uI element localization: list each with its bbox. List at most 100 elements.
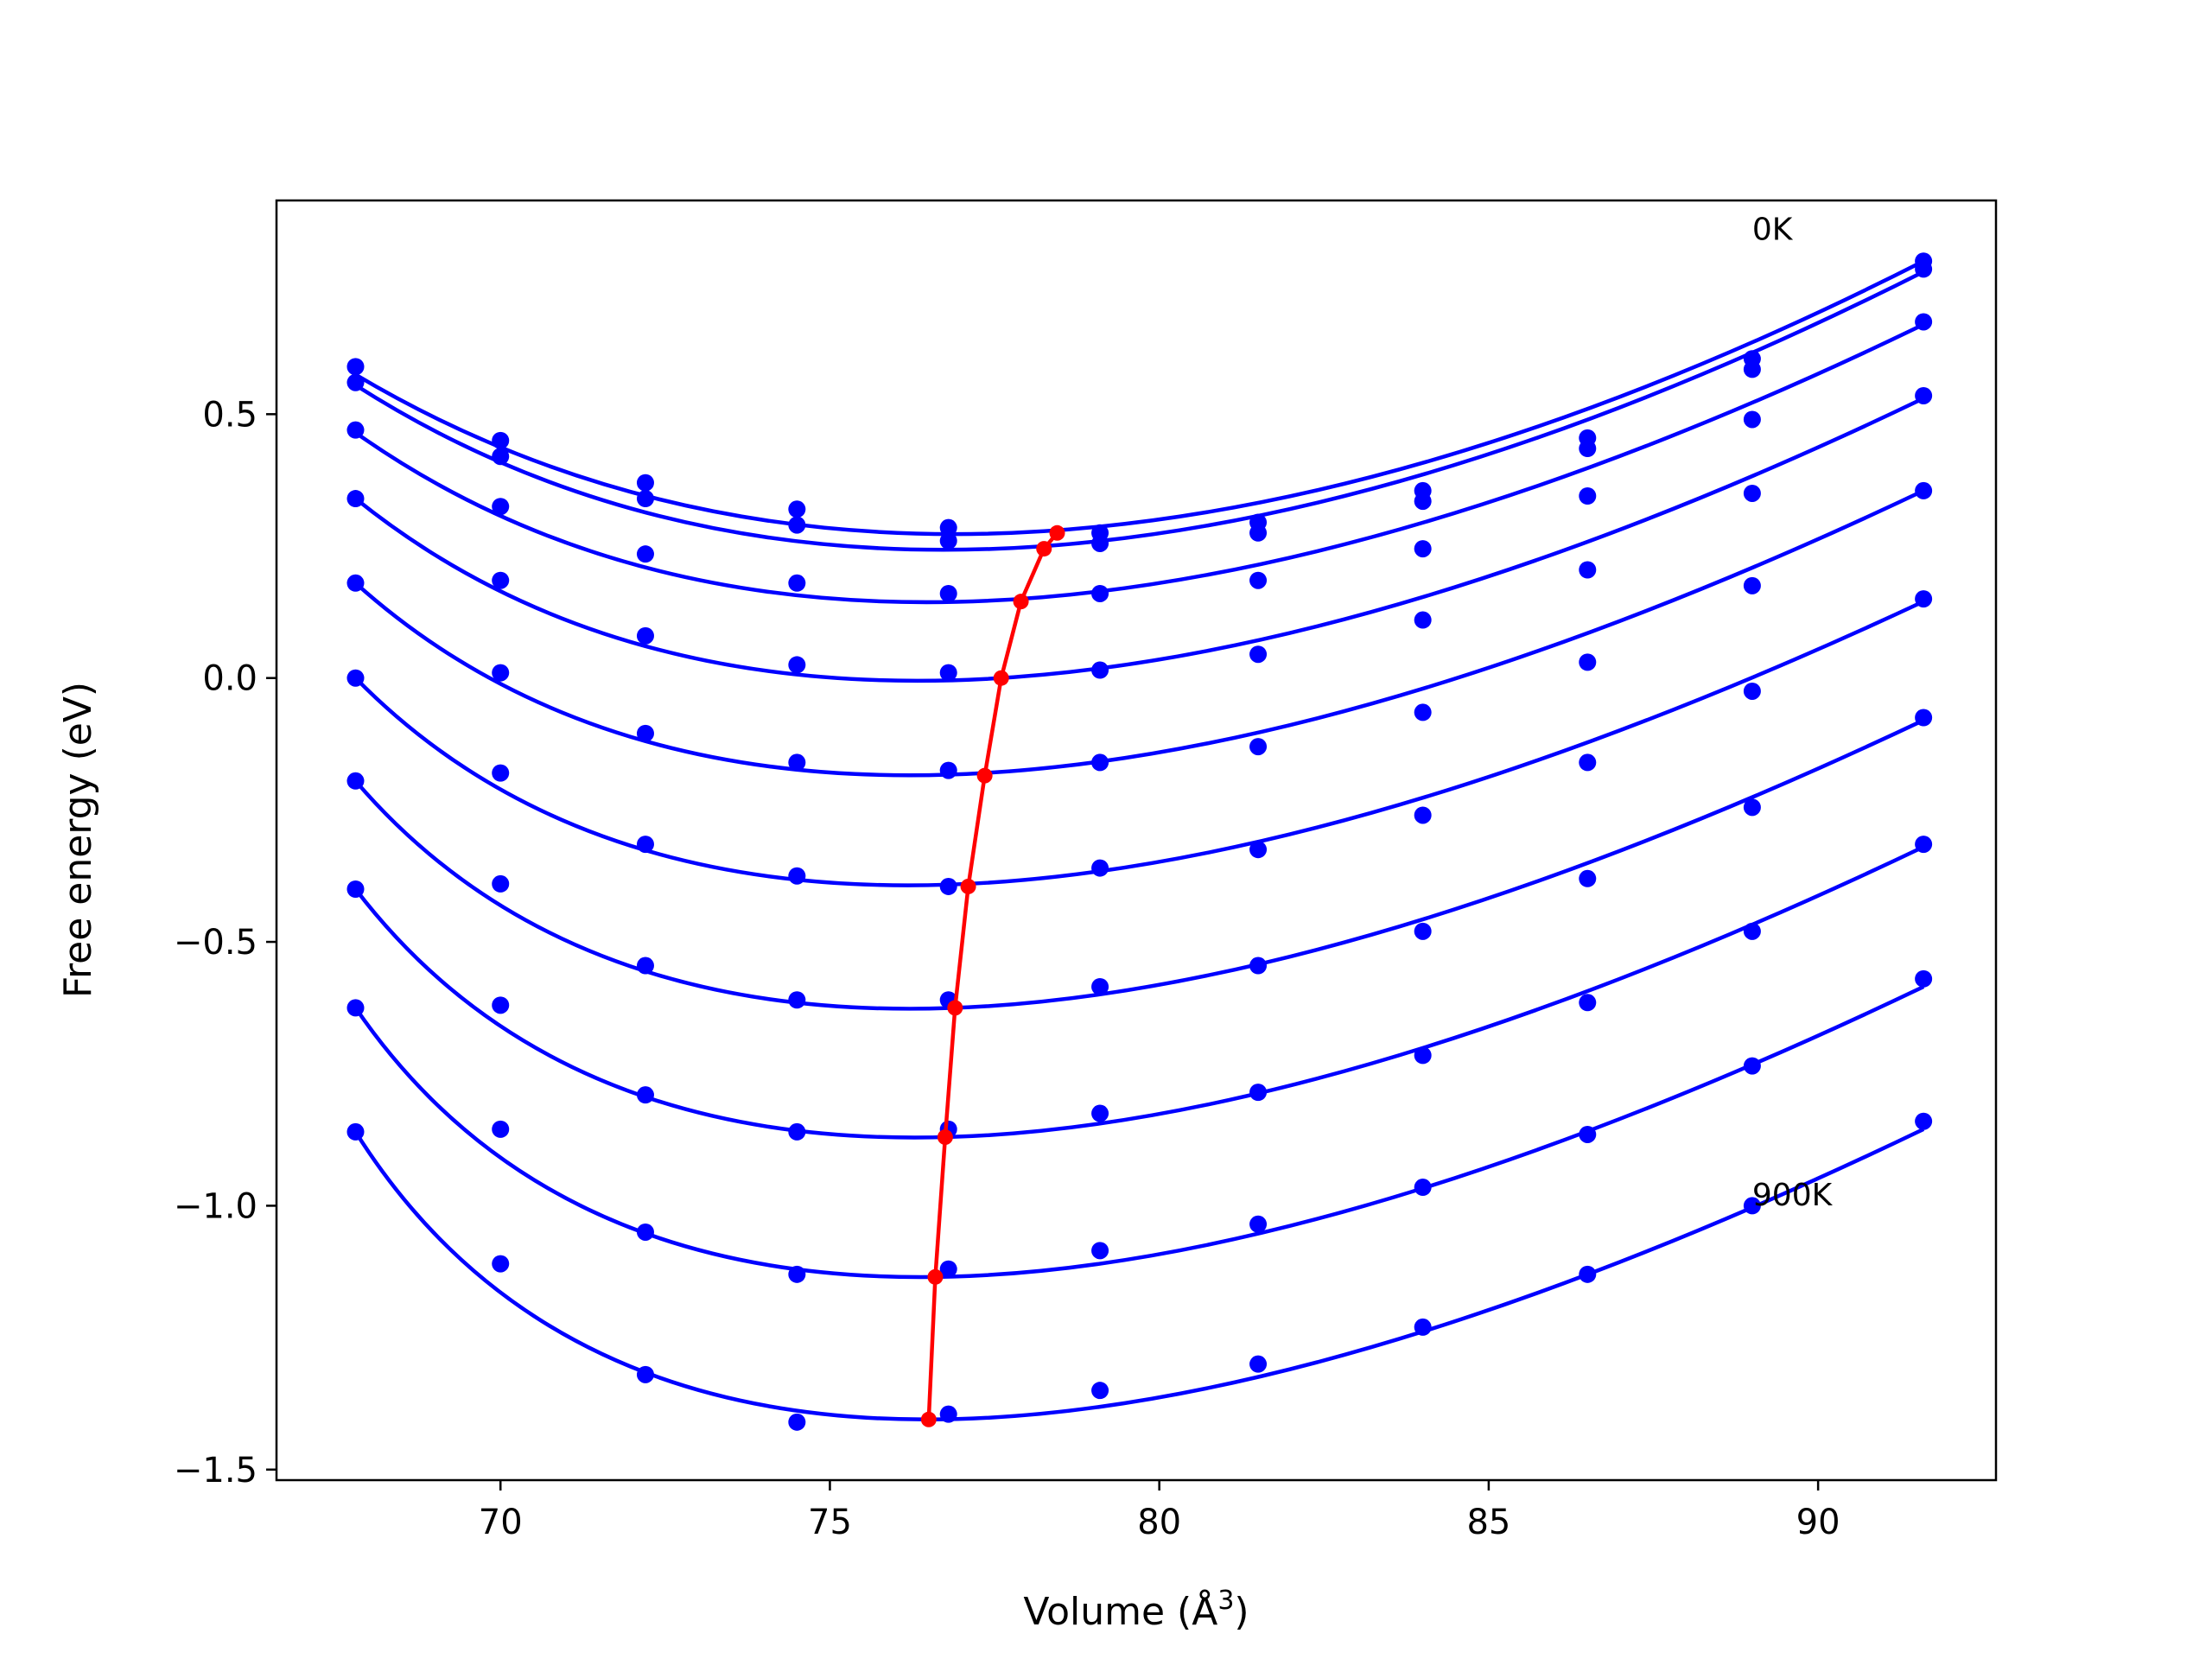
x-tick-label: 70 (479, 1503, 523, 1542)
data-point (1249, 524, 1268, 542)
data-point (1915, 836, 1933, 854)
data-point (1414, 493, 1432, 511)
temperature-annotation: 900K (1752, 1178, 1834, 1213)
data-point (1414, 806, 1432, 824)
y-tick-label: 0.0 (202, 659, 257, 699)
y-tick-label: −0.5 (174, 923, 257, 963)
data-point (788, 991, 806, 1009)
data-point (1743, 410, 1761, 429)
minimum-point (927, 1268, 944, 1285)
data-point (788, 753, 806, 772)
data-point (1249, 1084, 1268, 1102)
data-point (1414, 611, 1432, 629)
minimum-point (947, 1000, 963, 1016)
data-point (788, 867, 806, 885)
data-point (788, 1122, 806, 1141)
data-point (1579, 653, 1597, 671)
data-point (1915, 1112, 1933, 1130)
data-point (1249, 738, 1268, 756)
data-point (939, 877, 957, 895)
data-point (1091, 584, 1109, 602)
data-point (1414, 1179, 1432, 1197)
data-point (1091, 977, 1109, 995)
data-point (1414, 540, 1432, 558)
data-point (939, 761, 957, 779)
data-point (788, 516, 806, 534)
y-tick-label: −1.0 (174, 1186, 257, 1226)
minimum-point (1013, 594, 1029, 610)
data-point (492, 1255, 510, 1273)
data-point (636, 490, 654, 508)
data-point (939, 584, 957, 602)
fit-curve (354, 259, 1925, 537)
data-point (346, 421, 365, 439)
data-point (636, 626, 654, 645)
data-point (1249, 841, 1268, 859)
minimum-point (960, 878, 976, 894)
data-point (1579, 994, 1597, 1012)
data-point (788, 574, 806, 592)
data-point (636, 957, 654, 975)
y-axis-label: Free energy (eV) (56, 682, 100, 998)
minimum-point (1036, 541, 1052, 557)
minimum-point (1049, 524, 1065, 541)
data-point (1091, 661, 1109, 679)
y-tick-label: −1.5 (174, 1451, 257, 1491)
fit-curve (353, 845, 1925, 1140)
x-axis-label-superscript: 3 (1217, 1586, 1234, 1616)
minimum-point (993, 670, 1009, 686)
data-point (1915, 260, 1933, 278)
data-point (1579, 1265, 1597, 1283)
data-point (1091, 1104, 1109, 1122)
data-point (636, 1223, 654, 1241)
data-point (939, 518, 957, 537)
data-point (1414, 1046, 1432, 1065)
minimum-point (937, 1129, 953, 1146)
y-tick-label: 0.5 (202, 395, 257, 435)
data-point (492, 571, 510, 589)
fit-curve (353, 1127, 1925, 1421)
data-point (492, 874, 510, 893)
data-point (788, 1265, 806, 1283)
data-point (1579, 440, 1597, 458)
minima-line (926, 531, 1059, 1420)
data-point (939, 1260, 957, 1278)
data-point (1915, 969, 1933, 988)
fit-curve (354, 396, 1925, 683)
data-point (788, 656, 806, 674)
data-point (1743, 360, 1761, 378)
data-point (636, 1365, 654, 1383)
data-point (1743, 682, 1761, 700)
data-point (1249, 571, 1268, 589)
plot-area (346, 252, 1933, 1431)
x-tick-label: 75 (808, 1503, 852, 1542)
data-point (1743, 484, 1761, 502)
minimum-point (976, 767, 993, 784)
temperature-annotation: 0K (1752, 213, 1794, 248)
data-point (1091, 1242, 1109, 1260)
data-point (1915, 709, 1933, 727)
data-point (346, 574, 365, 592)
x-axis-label: Volume (Å3) (1023, 1586, 1249, 1634)
data-point (1579, 1125, 1597, 1143)
data-point (492, 664, 510, 682)
data-point (1579, 487, 1597, 505)
data-point (1414, 922, 1432, 940)
data-point (1579, 561, 1597, 579)
data-point (346, 999, 365, 1017)
data-point (1091, 534, 1109, 552)
data-point (1091, 753, 1109, 772)
data-point (939, 664, 957, 682)
data-point (1743, 922, 1761, 940)
data-point (636, 474, 654, 492)
data-point (346, 669, 365, 687)
data-point (1249, 1215, 1268, 1233)
data-point (492, 764, 510, 782)
fit-curve (354, 270, 1925, 552)
data-point (1743, 798, 1761, 817)
data-point (636, 1086, 654, 1104)
data-point (1915, 313, 1933, 331)
data-point (939, 531, 957, 550)
data-point (1249, 957, 1268, 975)
data-point (1579, 869, 1597, 887)
